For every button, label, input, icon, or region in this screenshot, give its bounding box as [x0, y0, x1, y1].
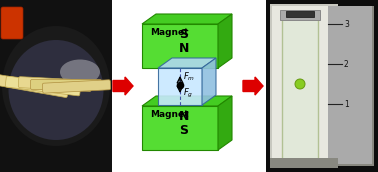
Bar — [280, 10, 320, 20]
Text: $F_g$: $F_g$ — [183, 87, 193, 100]
Text: S: S — [180, 123, 189, 137]
Text: N: N — [179, 110, 189, 122]
Circle shape — [295, 79, 305, 89]
Text: N: N — [179, 41, 189, 55]
Bar — [270, 158, 338, 168]
FancyBboxPatch shape — [5, 76, 81, 96]
Polygon shape — [142, 14, 232, 24]
Bar — [142, 24, 218, 68]
Bar — [142, 106, 218, 150]
FancyBboxPatch shape — [31, 79, 102, 89]
Bar — [326, 6, 374, 166]
Polygon shape — [158, 58, 216, 68]
Text: $F_m$: $F_m$ — [183, 71, 195, 83]
Bar — [282, 12, 318, 160]
Text: S: S — [180, 28, 189, 40]
Bar — [328, 6, 372, 164]
Text: 2: 2 — [344, 60, 349, 68]
Ellipse shape — [8, 40, 104, 140]
FancyBboxPatch shape — [19, 77, 91, 91]
FancyArrow shape — [243, 77, 263, 95]
Text: 1: 1 — [344, 99, 349, 109]
Bar — [0, 0, 112, 172]
Polygon shape — [218, 96, 232, 150]
FancyBboxPatch shape — [1, 7, 23, 39]
Polygon shape — [142, 96, 232, 106]
Ellipse shape — [60, 60, 100, 84]
Bar — [158, 68, 202, 105]
Text: Magnet: Magnet — [150, 28, 189, 36]
Text: 3: 3 — [344, 19, 349, 29]
Bar — [286, 11, 314, 17]
Bar — [272, 6, 332, 166]
Ellipse shape — [2, 26, 110, 146]
Bar — [270, 4, 338, 168]
FancyArrow shape — [113, 77, 133, 95]
Polygon shape — [218, 14, 232, 68]
Text: Magnet: Magnet — [150, 110, 189, 119]
Bar — [266, 0, 378, 172]
Polygon shape — [202, 58, 216, 105]
FancyBboxPatch shape — [0, 74, 69, 98]
FancyBboxPatch shape — [42, 80, 111, 93]
